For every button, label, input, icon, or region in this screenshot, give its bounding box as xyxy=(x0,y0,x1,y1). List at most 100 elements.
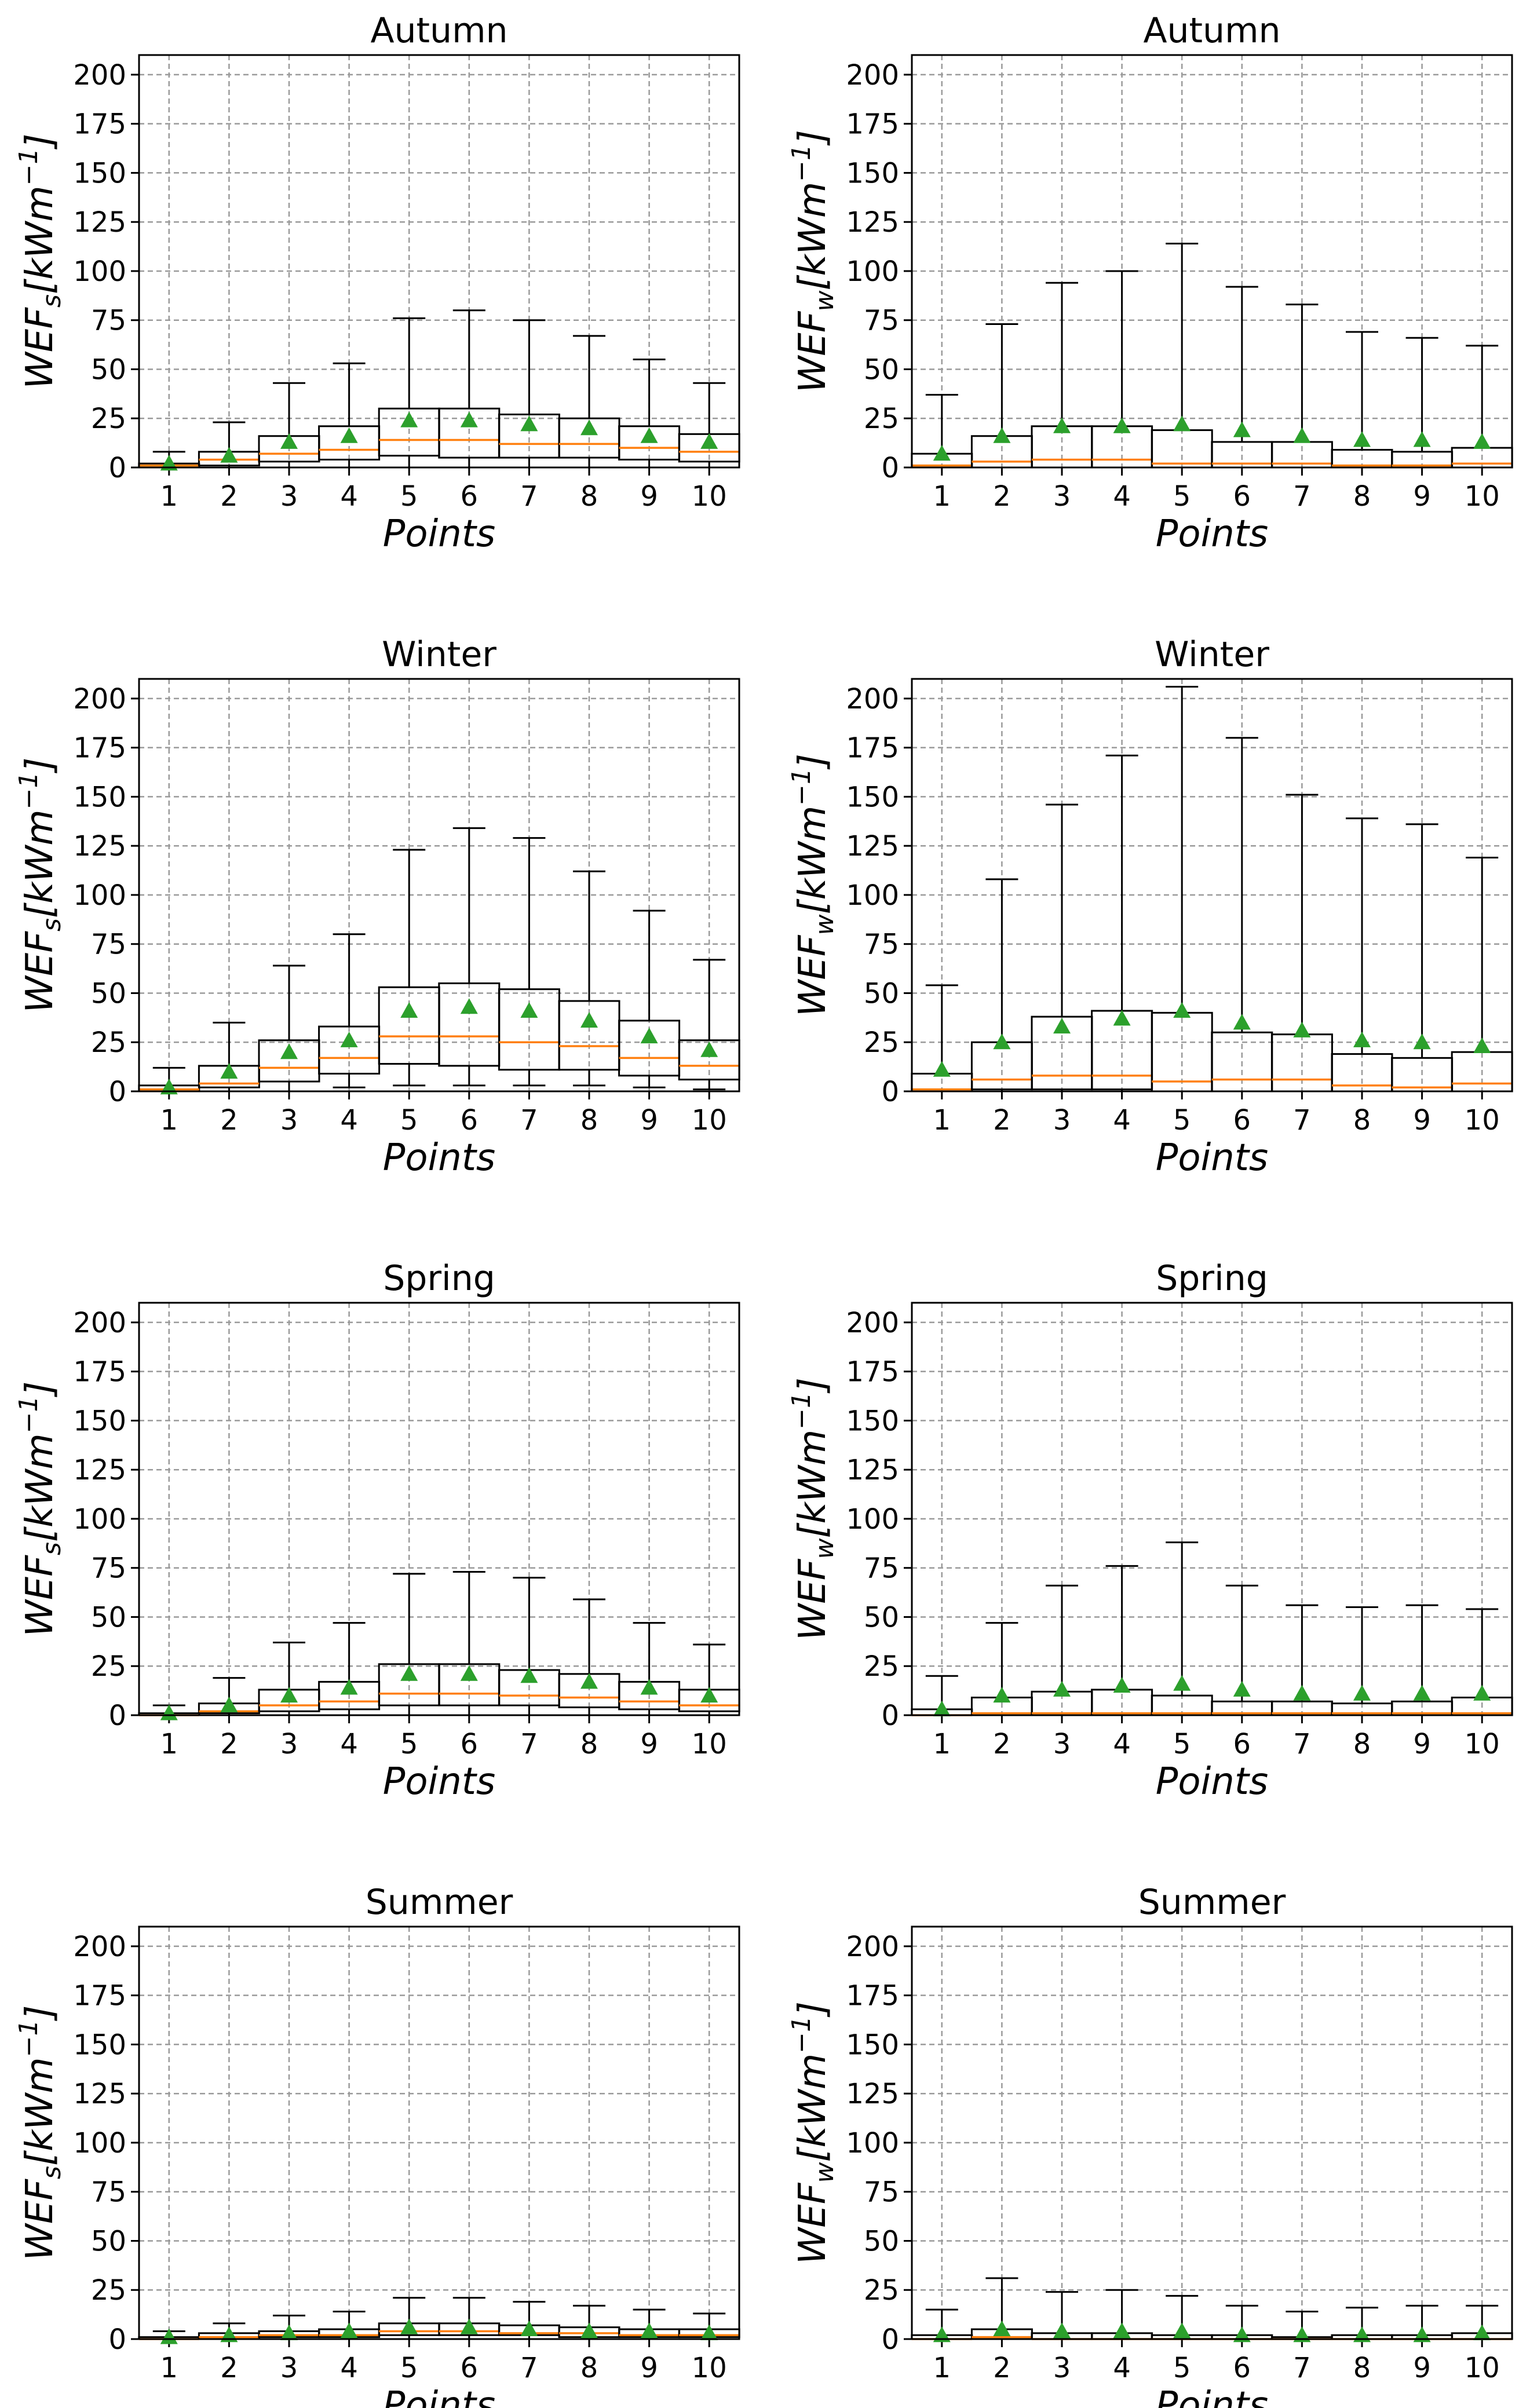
y-tick-label: 200 xyxy=(73,683,126,715)
y-label-subscript: s xyxy=(37,2166,67,2179)
mean-marker xyxy=(1413,2326,1431,2343)
y-tick-label: 50 xyxy=(864,2225,899,2257)
box-7 xyxy=(498,1577,560,1716)
mean-marker xyxy=(933,1061,951,1077)
mean-marker xyxy=(993,1033,1011,1050)
x-tick-label: 6 xyxy=(461,480,479,513)
x-tick-label: 6 xyxy=(1233,480,1251,513)
y-label-subscript: s xyxy=(37,918,67,931)
y-label-base: WEF xyxy=(791,934,834,1017)
y-label-unit-suffix: ] xyxy=(791,754,834,770)
panel-6: 0 25 50 75 100 125 150 175 200 1 2 3 4 5 6 7 8 9 10 Spring P… xyxy=(787,1258,1513,1803)
box-5 xyxy=(378,1573,440,1716)
y-label-unit-prefix: [kWm xyxy=(19,185,61,294)
mean-marker xyxy=(400,2318,418,2334)
x-tick-label: 9 xyxy=(1413,1728,1431,1760)
x-tick-label: 10 xyxy=(1465,480,1500,513)
box-1 xyxy=(911,984,973,1092)
panel-1-y-ticks: 0 25 50 75 100 125 150 175 200 xyxy=(73,59,139,484)
y-label-superscript: −1 xyxy=(14,772,43,809)
box-6 xyxy=(438,309,501,469)
y-label-unit-prefix: [kWm xyxy=(791,1430,834,1539)
mean-marker xyxy=(160,2328,178,2344)
box-9 xyxy=(1391,1604,1454,1716)
x-tick-label: 9 xyxy=(1413,480,1431,513)
panel-8-x-ticks: 1 2 3 4 5 6 7 8 9 10 xyxy=(933,2339,1500,2384)
mean-marker xyxy=(400,1665,418,1681)
mean-marker xyxy=(993,427,1011,443)
mean-marker xyxy=(220,1697,238,1713)
mean-marker xyxy=(933,2326,951,2343)
x-tick-label: 6 xyxy=(461,1104,479,1137)
mean-marker xyxy=(1353,431,1371,447)
y-tick-label: 0 xyxy=(881,452,899,484)
box-7 xyxy=(1270,304,1333,469)
panel-1: 0 25 50 75 100 125 150 175 200 1 2 3 4 5 6 7 8 9 10 Autumn P… xyxy=(14,10,740,556)
y-label-base: WEF xyxy=(19,1555,61,1637)
panel-4-title: Winter xyxy=(1155,634,1269,675)
mean-marker xyxy=(1113,1010,1131,1026)
box-8 xyxy=(558,870,620,1087)
y-tick-label: 175 xyxy=(846,108,899,141)
x-tick-label: 9 xyxy=(640,480,658,513)
box-1 xyxy=(911,394,973,469)
y-tick-label: 200 xyxy=(73,1931,126,1963)
y-label-unit-prefix: [kWm xyxy=(19,809,61,918)
box-9 xyxy=(1391,823,1454,1092)
x-tick-label: 1 xyxy=(933,1728,951,1760)
panel-2-x-ticks: 1 2 3 4 5 6 7 8 9 10 xyxy=(933,467,1500,513)
panel-2-x-axis-label: Points xyxy=(1156,513,1269,556)
panel-4-axes-frame xyxy=(911,678,1513,1092)
mean-marker xyxy=(340,1031,358,1047)
mean-marker xyxy=(1353,1031,1371,1047)
panel-6-y-axis-label: WEFw[kWm−1] xyxy=(787,1377,839,1640)
panel-3-y-axis-label: WEFs[kWm−1] xyxy=(14,758,67,1013)
x-tick-label: 8 xyxy=(580,480,598,513)
panel-7-y-ticks: 0 25 50 75 100 125 150 175 200 xyxy=(73,1931,139,2356)
box-2 xyxy=(198,421,260,469)
y-label-superscript: −1 xyxy=(14,148,43,185)
y-label-unit-prefix: [kWm xyxy=(791,806,834,915)
panel-2-axes-frame xyxy=(911,54,1513,469)
panel-1-y-axis-label: WEFs[kWm−1] xyxy=(14,134,67,389)
y-tick-label: 50 xyxy=(91,2225,126,2257)
mean-marker xyxy=(580,2322,598,2338)
mean-marker xyxy=(160,455,178,471)
x-tick-label: 10 xyxy=(692,2352,727,2384)
x-tick-label: 7 xyxy=(520,480,538,513)
box-4 xyxy=(1091,2289,1153,2340)
box-7 xyxy=(498,2301,560,2340)
panel-4: 0 25 50 75 100 125 150 175 200 1 2 3 4 5 6 7 8 9 10 Winter P… xyxy=(787,634,1513,1179)
y-label-subscript: s xyxy=(37,294,67,308)
panel-7-axes-frame xyxy=(138,1925,740,2340)
x-tick-label: 1 xyxy=(160,480,178,513)
y-tick-label: 0 xyxy=(881,1700,899,1732)
y-label-subscript: w xyxy=(810,290,839,311)
y-tick-label: 75 xyxy=(91,929,126,961)
x-tick-label: 9 xyxy=(1413,2352,1431,2384)
y-label-unit-suffix: ] xyxy=(19,1382,61,1398)
panel-7-grid xyxy=(139,1927,739,2340)
panel-1-title: Autumn xyxy=(370,10,507,51)
panel-1-x-axis-label: Points xyxy=(383,513,496,556)
mean-marker xyxy=(460,2318,478,2334)
mean-marker xyxy=(160,1079,178,1095)
x-tick-label: 10 xyxy=(692,1104,727,1137)
x-tick-label: 6 xyxy=(1233,1728,1251,1760)
mean-marker xyxy=(933,445,951,461)
y-tick-label: 50 xyxy=(91,353,126,386)
panel-6-y-ticks: 0 25 50 75 100 125 150 175 200 xyxy=(846,1307,912,1732)
mean-marker xyxy=(1113,1677,1131,1693)
x-tick-label: 1 xyxy=(933,2352,951,2384)
box-9 xyxy=(1391,2304,1454,2343)
x-tick-label: 4 xyxy=(1113,1104,1131,1137)
box-6 xyxy=(1211,286,1273,469)
y-label-unit-prefix: [kWm xyxy=(791,2053,834,2162)
panel-4-y-ticks: 0 25 50 75 100 125 150 175 200 xyxy=(846,683,912,1108)
x-tick-label: 7 xyxy=(1293,1104,1311,1137)
x-tick-label: 7 xyxy=(520,1104,538,1137)
y-tick-label: 50 xyxy=(91,1601,126,1634)
y-tick-label: 150 xyxy=(73,157,126,189)
box-1 xyxy=(911,2308,973,2343)
y-label-unit-suffix: ] xyxy=(19,134,61,150)
